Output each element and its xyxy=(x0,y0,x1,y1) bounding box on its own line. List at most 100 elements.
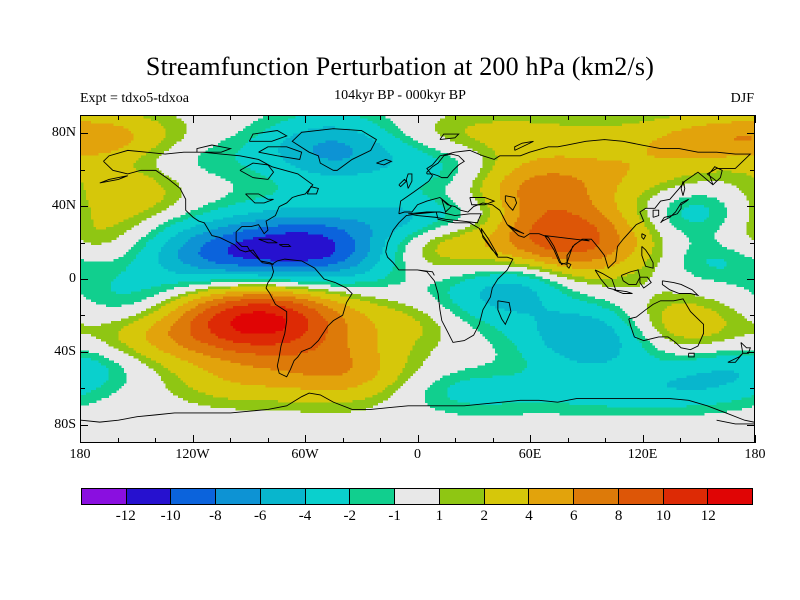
y-axis-tick-right xyxy=(750,388,755,390)
x-axis-tick-top xyxy=(80,115,81,123)
x-axis-tick xyxy=(680,438,681,443)
colorbar-cell xyxy=(216,489,261,504)
colorbar-cell xyxy=(260,489,306,504)
x-axis-tick xyxy=(492,438,494,443)
x-axis-tick xyxy=(342,438,344,443)
x-axis-tick-label: 180 xyxy=(744,447,766,462)
x-axis-tick xyxy=(642,435,644,443)
x-axis-tick xyxy=(530,435,531,443)
x-axis-tick-label: 60W xyxy=(291,447,319,462)
x-axis-tick xyxy=(230,438,231,443)
y-axis-tick-right xyxy=(747,133,755,135)
colorbar-cell xyxy=(708,489,753,504)
colorbar-tick-label: 12 xyxy=(700,508,716,524)
x-axis-tick-top xyxy=(192,115,194,123)
colorbar-tick-label: -10 xyxy=(160,508,181,524)
y-axis-tick-right xyxy=(747,206,755,208)
y-axis-tick xyxy=(80,388,85,390)
colorbar-cell xyxy=(82,489,127,504)
colorbar-cell xyxy=(350,489,396,504)
colorbar xyxy=(81,488,753,505)
x-axis-tick-top xyxy=(680,115,681,120)
x-axis-tick xyxy=(380,438,381,443)
x-axis-tick-top xyxy=(267,115,269,120)
y-axis-tick xyxy=(80,279,88,280)
x-axis-tick-label: 60E xyxy=(518,447,542,462)
colorbar-tick-label: -12 xyxy=(115,508,136,524)
x-axis-tick-top xyxy=(642,115,644,123)
x-axis-tick xyxy=(567,438,569,443)
y-axis-tick-right xyxy=(747,279,755,280)
colorbar-cell xyxy=(305,489,351,504)
y-axis-tick xyxy=(80,133,88,135)
colorbar-cell xyxy=(126,489,172,504)
x-axis-tick xyxy=(267,438,269,443)
colorbar-cell xyxy=(663,489,709,504)
colorbar-tick-label: -4 xyxy=(298,508,312,524)
x-axis-tick-top xyxy=(605,115,606,120)
x-axis-tick-top xyxy=(455,115,456,120)
x-axis-tick-top xyxy=(717,115,719,120)
colorbar-tick-label: 1 xyxy=(435,508,444,524)
colorbar-tick-label: -2 xyxy=(343,508,357,524)
y-axis-tick-right xyxy=(750,242,755,244)
colorbar-cell xyxy=(529,489,575,504)
x-axis-tick xyxy=(155,438,156,443)
y-axis-tick-label: 80S xyxy=(54,416,76,432)
x-axis-tick-top xyxy=(530,115,531,123)
y-axis-tick-label: 0 xyxy=(69,271,76,286)
y-axis-tick-right xyxy=(747,351,755,353)
page-title: Streamfunction Perturbation at 200 hPa (… xyxy=(145,52,655,81)
x-axis-tick-label: 120W xyxy=(175,447,210,462)
colorbar-cell xyxy=(439,489,485,504)
colorbar-tick-label: 10 xyxy=(655,508,671,524)
y-axis-tick-right xyxy=(750,169,755,171)
colorbar-cell xyxy=(171,489,217,504)
x-axis-tick-top xyxy=(567,115,569,120)
x-axis-tick xyxy=(717,438,719,443)
colorbar-cell xyxy=(618,489,664,504)
subtitle-label: 104kyr BP - 000kyr BP xyxy=(334,88,466,103)
y-axis-tick-label: 40S xyxy=(54,343,76,359)
colorbar-cell xyxy=(484,489,530,504)
colorbar-tick-label: 4 xyxy=(525,508,533,524)
colorbar-tick-label: -1 xyxy=(388,508,401,524)
x-axis-tick xyxy=(455,438,456,443)
map-plot-area xyxy=(80,115,755,443)
y-axis-tick-right xyxy=(747,424,755,426)
x-axis-tick-top xyxy=(492,115,494,120)
y-axis-tick xyxy=(80,351,88,353)
x-axis-tick-top xyxy=(342,115,344,120)
y-axis-tick-right xyxy=(750,315,755,317)
x-axis-tick-top xyxy=(380,115,381,120)
x-axis-tick-top xyxy=(117,115,119,120)
x-axis-tick xyxy=(117,438,119,443)
x-axis-tick-top xyxy=(230,115,231,120)
colorbar-tick-label: 8 xyxy=(614,508,623,524)
y-axis-tick xyxy=(80,169,85,171)
y-axis-tick-label: 80N xyxy=(51,125,76,141)
x-axis-tick-top xyxy=(155,115,156,120)
x-axis-tick xyxy=(417,435,419,443)
x-axis-tick xyxy=(755,435,756,443)
x-axis-tick xyxy=(192,435,194,443)
x-axis-tick xyxy=(80,435,81,443)
colorbar-tick-label: -8 xyxy=(209,508,222,524)
contour-field xyxy=(81,116,754,442)
x-axis-tick-top xyxy=(755,115,756,123)
colorbar-cell xyxy=(574,489,619,504)
y-axis-tick xyxy=(80,315,85,317)
x-axis-tick xyxy=(305,435,306,443)
y-axis-tick xyxy=(80,242,85,244)
colorbar-tick-label: 2 xyxy=(480,508,488,524)
x-axis-tick-label: 0 xyxy=(414,447,421,462)
y-axis-tick xyxy=(80,424,88,426)
x-axis-tick-top xyxy=(305,115,306,123)
colorbar-tick-label: -6 xyxy=(253,508,267,524)
colorbar-tick-label: 6 xyxy=(570,508,578,524)
colorbar-cell xyxy=(395,489,440,504)
x-axis-tick-label: 180 xyxy=(69,447,91,462)
y-axis-tick-label: 40N xyxy=(51,198,76,214)
x-axis-tick xyxy=(605,438,606,443)
experiment-label: Expt = tdxo5-tdxoa xyxy=(80,91,189,106)
